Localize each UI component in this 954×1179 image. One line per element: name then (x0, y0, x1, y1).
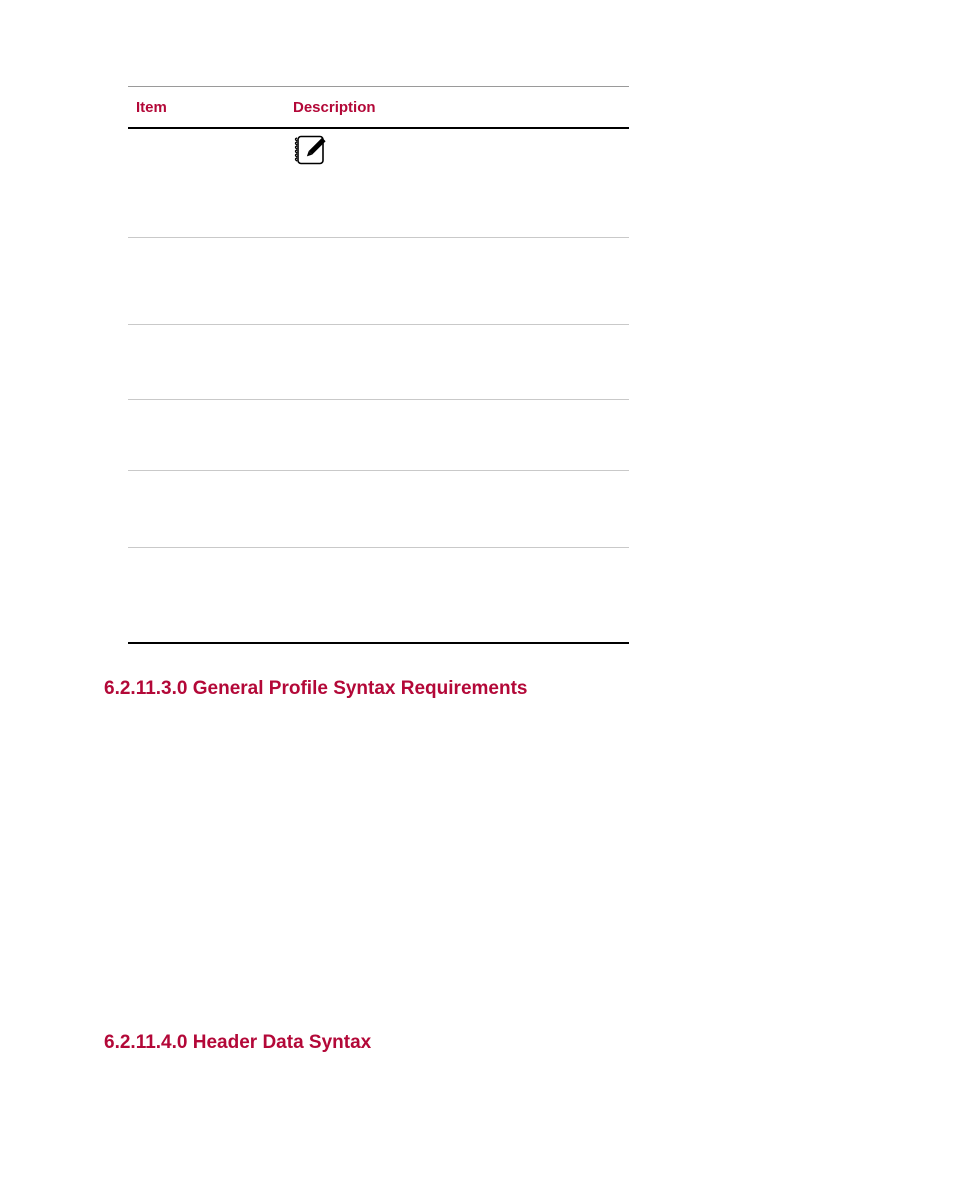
document-page: Item Description (0, 0, 954, 1179)
table-bottom-rule (128, 642, 629, 644)
table-row (128, 129, 629, 237)
cell-description (293, 406, 629, 464)
section-heading: 6.2.11.3.0 General Profile Syntax Requir… (104, 678, 527, 700)
cell-item (128, 135, 293, 231)
cell-item (128, 331, 293, 393)
table-row (128, 471, 629, 547)
column-header-item: Item (136, 99, 167, 116)
cell-description (293, 331, 629, 393)
cell-description (293, 135, 629, 231)
cell-description (293, 554, 629, 636)
note-with-pencil-icon (293, 150, 331, 169)
cell-description (293, 477, 629, 541)
section-heading: 6.2.11.4.0 Header Data Syntax (104, 1032, 371, 1054)
cell-description (293, 244, 629, 318)
cell-item (128, 554, 293, 636)
column-header-description: Description (293, 99, 376, 116)
cell-item (128, 406, 293, 464)
table-row (128, 325, 629, 399)
cell-item (128, 477, 293, 541)
table-row (128, 548, 629, 642)
cell-item (128, 244, 293, 318)
table-header-row: Item Description (128, 87, 629, 127)
definition-table: Item Description (128, 86, 629, 644)
table-row (128, 400, 629, 470)
table-row (128, 238, 629, 324)
